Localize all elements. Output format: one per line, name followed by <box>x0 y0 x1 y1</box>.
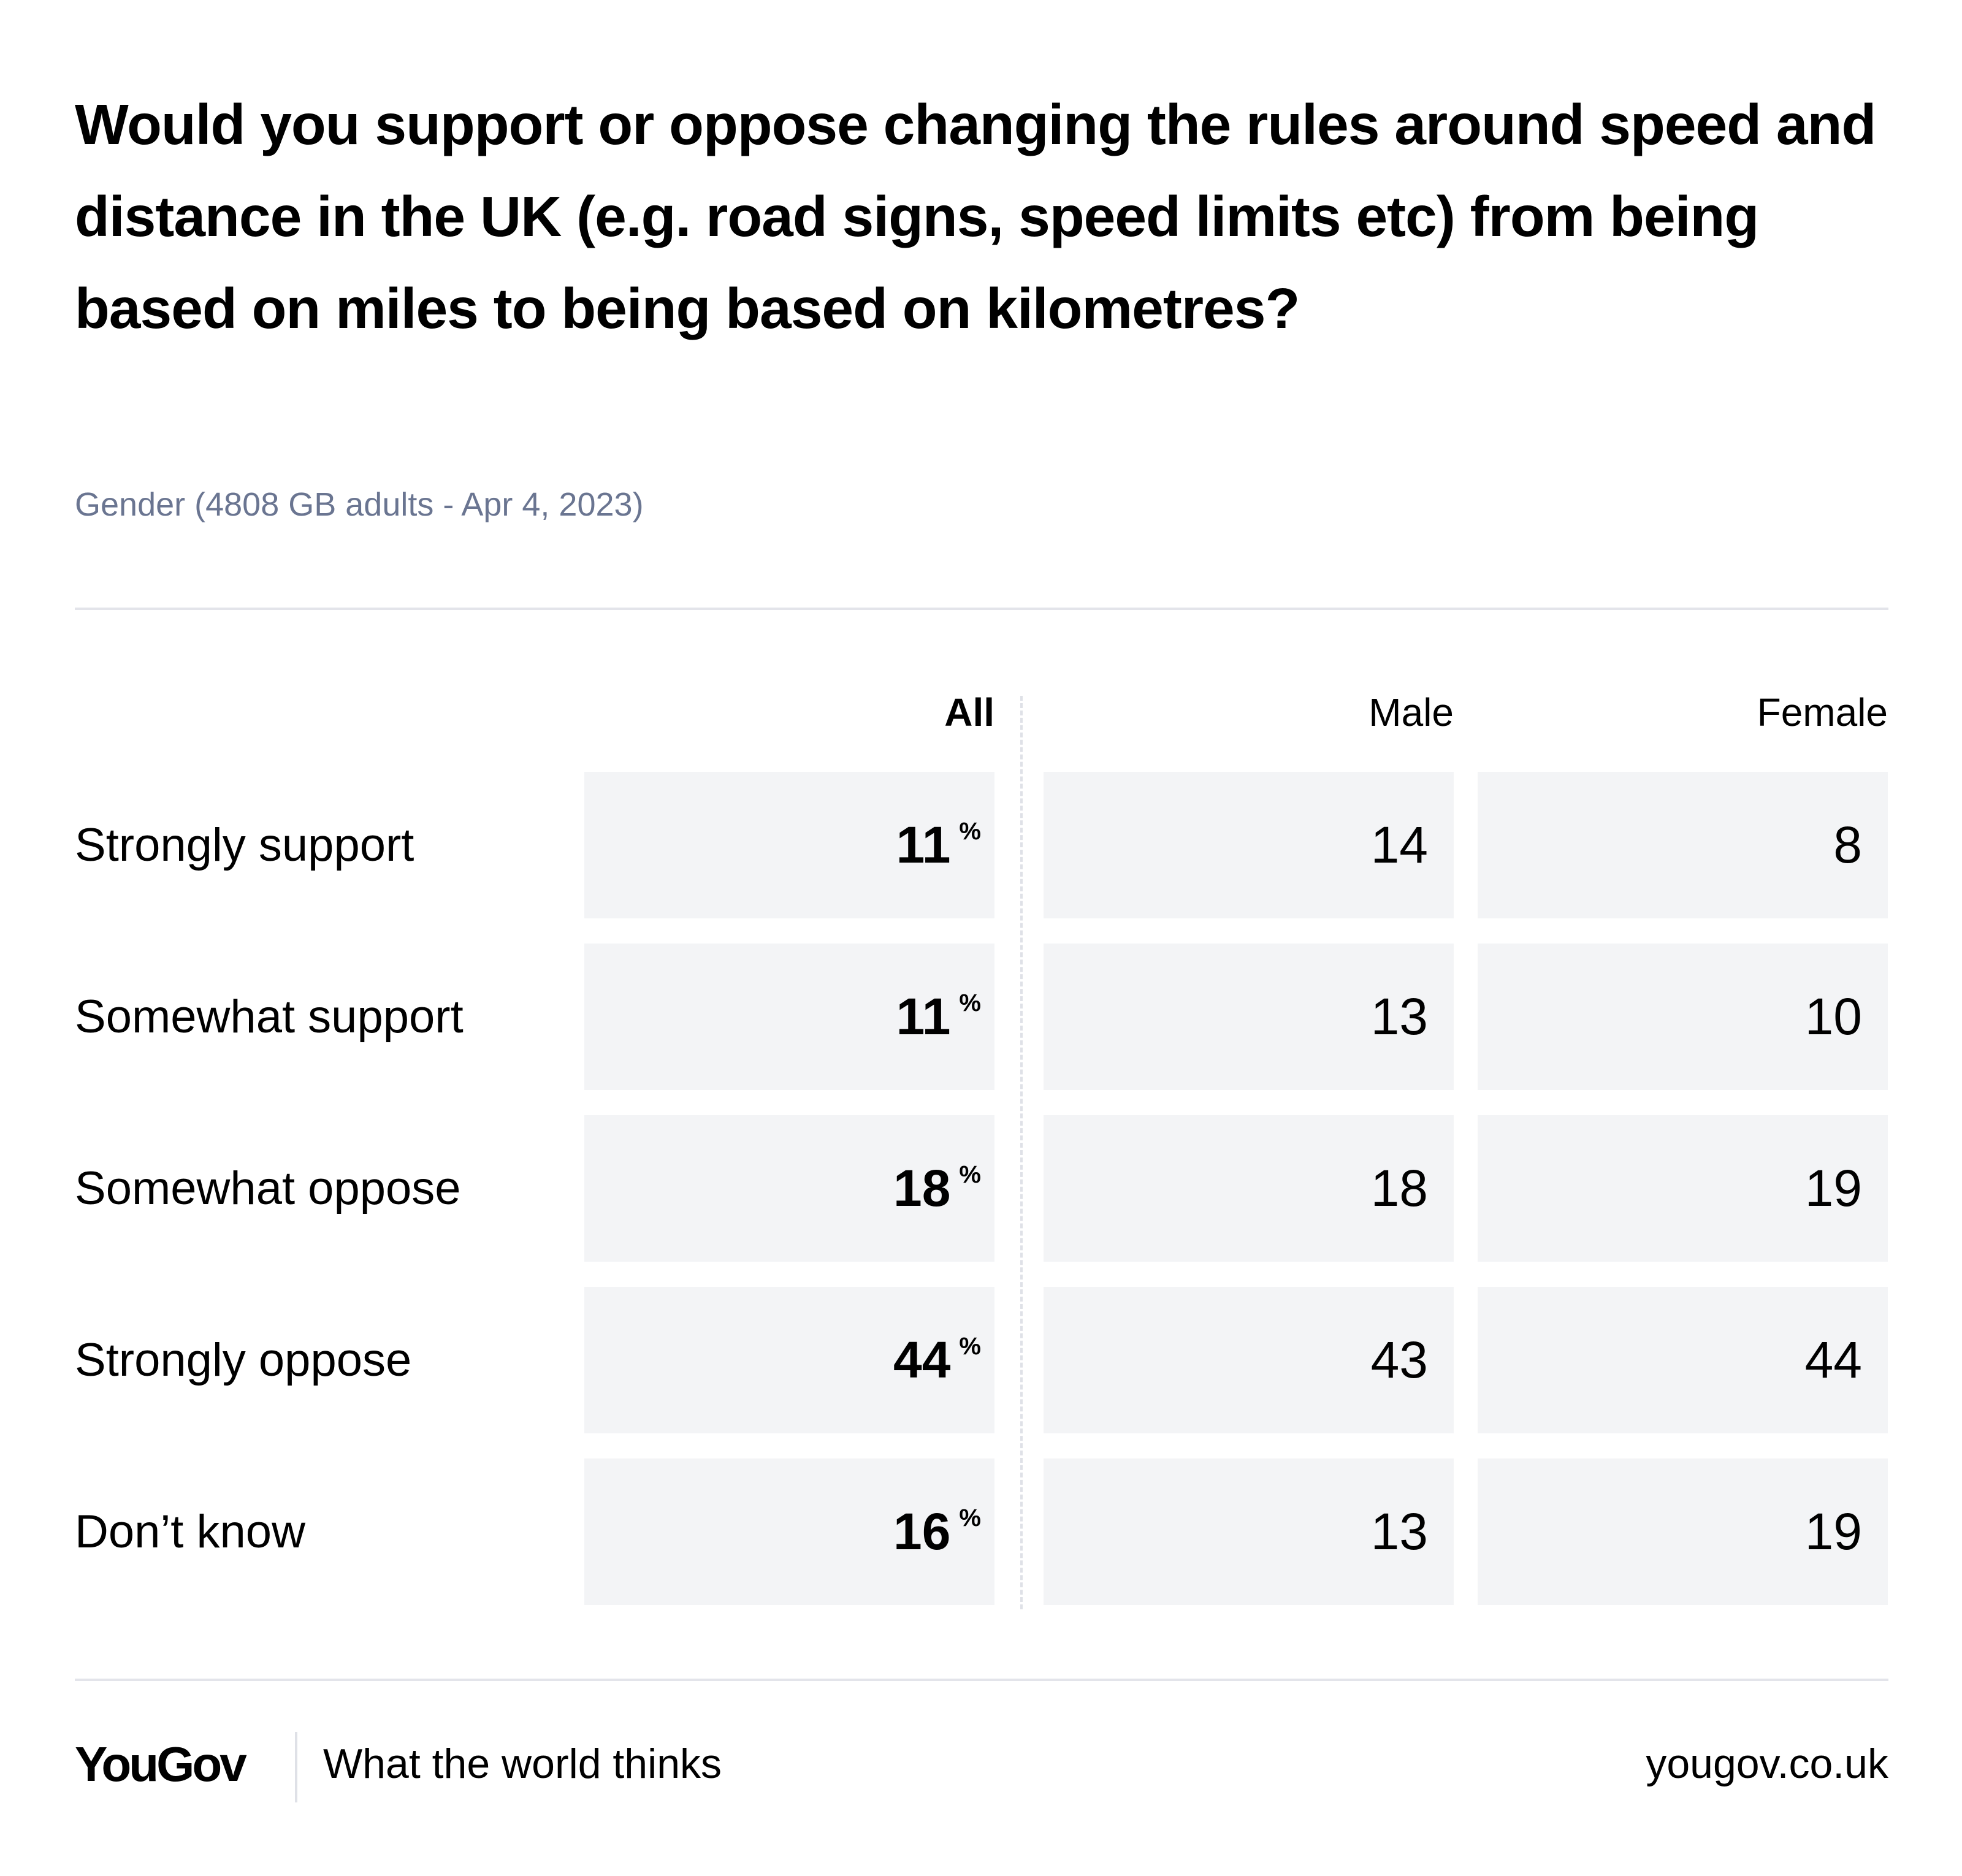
value-label: 11 <box>896 988 951 1045</box>
value-cell-all: 11% <box>584 772 994 918</box>
value-cell-male: 13 <box>1044 1458 1454 1605</box>
value-label: 13 <box>1370 988 1428 1045</box>
value-label: 13 <box>1370 1503 1428 1560</box>
column-separator <box>1020 696 1023 1609</box>
value-cell-female: 19 <box>1478 1115 1888 1262</box>
bottom-divider <box>75 1679 1888 1681</box>
value-label: 14 <box>1370 816 1428 874</box>
site-link[interactable]: yougov.co.uk <box>1646 1741 1888 1787</box>
value-cell-male: 14 <box>1044 772 1454 918</box>
percent-sign: % <box>959 989 981 1016</box>
value-cell-all: 18% <box>584 1115 994 1262</box>
percent-sign: % <box>959 1161 981 1188</box>
value-label: 11 <box>896 816 951 874</box>
percent-sign: % <box>959 1333 981 1360</box>
value-label: 44 <box>893 1331 951 1389</box>
percent-sign: % <box>959 818 981 845</box>
yougov-logo: YouGov <box>75 1737 247 1791</box>
value-label: 16 <box>893 1503 951 1560</box>
value-cell-female: 8 <box>1478 772 1888 918</box>
value-label: 8 <box>1833 816 1862 874</box>
row-label: Somewhat support <box>75 991 464 1043</box>
row-label: Somewhat oppose <box>75 1162 461 1214</box>
value-label: 18 <box>893 1159 951 1217</box>
column-header-male: Male <box>1368 690 1454 734</box>
row-label: Don’t know <box>75 1506 305 1558</box>
value-cell-female: 44 <box>1478 1287 1888 1433</box>
column-header-female: Female <box>1757 690 1888 734</box>
value-cell-male: 43 <box>1044 1287 1454 1433</box>
value-label: 10 <box>1804 988 1862 1045</box>
top-divider <box>75 608 1888 610</box>
footer-separator <box>295 1732 297 1802</box>
value-label: 18 <box>1370 1159 1428 1217</box>
percent-sign: % <box>959 1504 981 1531</box>
value-cell-all: 11% <box>584 944 994 1090</box>
row-label: Strongly oppose <box>75 1334 412 1386</box>
value-cell-female: 19 <box>1478 1458 1888 1605</box>
value-cell-male: 13 <box>1044 944 1454 1090</box>
value-label: 19 <box>1804 1503 1862 1560</box>
row-label: Strongly support <box>75 819 414 871</box>
value-label: 19 <box>1804 1159 1862 1217</box>
value-cell-all: 44% <box>584 1287 994 1433</box>
chart-subtitle: Gender (4808 GB adults - Apr 4, 2023) <box>75 486 644 523</box>
value-label: 44 <box>1804 1331 1862 1389</box>
value-label: 43 <box>1370 1331 1428 1389</box>
value-cell-male: 18 <box>1044 1115 1454 1262</box>
value-cell-all: 16% <box>584 1458 994 1605</box>
column-header-all: All <box>944 690 994 734</box>
tagline: What the world thinks <box>323 1741 722 1787</box>
value-cell-female: 10 <box>1478 944 1888 1090</box>
chart-title: Would you support or oppose changing the… <box>75 93 1876 340</box>
